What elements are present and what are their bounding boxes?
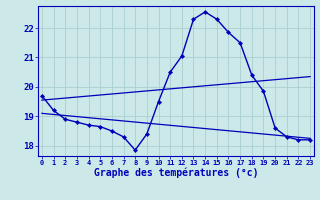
X-axis label: Graphe des températures (°c): Graphe des températures (°c) xyxy=(94,168,258,178)
